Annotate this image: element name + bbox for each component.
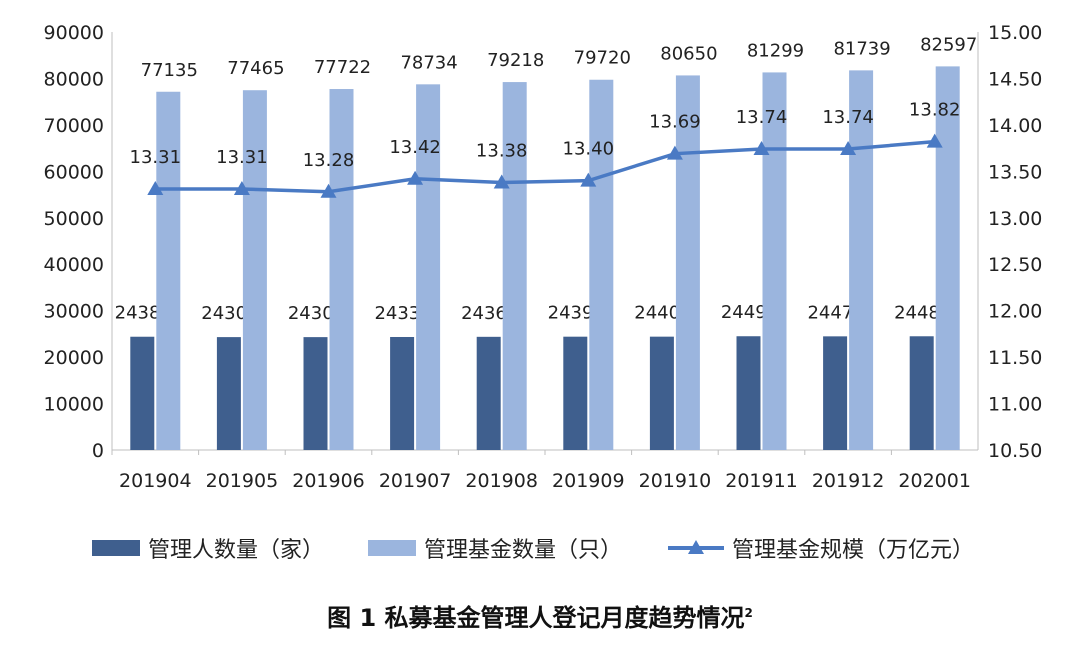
bar-funds xyxy=(329,89,354,451)
marker-scale xyxy=(840,141,857,156)
bar-funds xyxy=(935,66,960,451)
legend-triangle-marker xyxy=(688,540,704,554)
figure-caption-text: 图 1 私募基金管理人登记月度趋势情况 xyxy=(327,604,745,632)
legend-item-scale: 管理基金规模（万亿元） xyxy=(668,528,974,568)
x-tick-label: 201906 xyxy=(292,470,365,492)
bar-managers xyxy=(736,336,761,450)
y-right-tick-label: 15.00 xyxy=(988,22,1042,44)
marker-scale xyxy=(926,133,943,148)
bar-managers xyxy=(130,336,155,450)
bar-funds xyxy=(762,72,787,450)
bar-funds xyxy=(416,84,441,450)
bar-funds xyxy=(849,70,874,451)
marker-scale xyxy=(580,172,597,187)
data-label-funds: 79720 xyxy=(574,48,631,69)
y-right-tick-label: 12.00 xyxy=(988,301,1042,323)
marker-scale xyxy=(493,174,510,189)
bar-managers xyxy=(563,336,588,450)
line-scale xyxy=(155,139,935,194)
legend-label-managers: 管理人数量（家） xyxy=(148,538,325,563)
y-left-tick-label: 10000 xyxy=(44,394,104,416)
y-left-tick-label: 60000 xyxy=(44,161,104,183)
marker-scale xyxy=(753,141,770,156)
data-label-scale: 13.74 xyxy=(822,107,874,128)
data-label-funds: 77722 xyxy=(314,57,371,78)
y-left-tick-label: 30000 xyxy=(44,301,104,323)
data-label-funds: 79218 xyxy=(487,50,544,71)
bar-managers xyxy=(476,336,501,450)
bar-managers xyxy=(649,336,674,450)
data-label-scale: 13.69 xyxy=(649,112,701,133)
legend-label-scale: 管理基金规模（万亿元） xyxy=(732,538,975,563)
data-label-funds: 81739 xyxy=(833,38,890,59)
y-left-tick-label: 50000 xyxy=(44,208,104,230)
data-label-funds: 82597 xyxy=(920,34,977,55)
y-right-tick-label: 13.00 xyxy=(988,208,1042,230)
x-tick-label: 201911 xyxy=(725,470,798,492)
data-label-scale: 13.82 xyxy=(909,100,961,121)
marker-scale xyxy=(666,145,683,160)
bar-funds xyxy=(242,90,267,450)
data-label-funds: 77135 xyxy=(141,60,198,81)
y-right-tick-label: 12.50 xyxy=(988,254,1042,276)
legend-item-funds: 管理基金数量（只） xyxy=(368,528,622,568)
legend-swatch-funds xyxy=(368,540,416,556)
data-label-scale: 13.28 xyxy=(303,150,355,171)
y-left-tick-label: 90000 xyxy=(44,22,104,44)
data-label-scale: 13.74 xyxy=(736,107,788,128)
figure-caption: 图 1 私募基金管理人登记月度趋势情况2 xyxy=(0,598,1080,633)
y-left-tick-label: 20000 xyxy=(44,347,104,369)
data-label-scale: 13.38 xyxy=(476,140,528,161)
x-tick-label: 201905 xyxy=(206,470,279,492)
bar-funds xyxy=(502,82,527,450)
marker-scale xyxy=(233,180,250,195)
bar-funds xyxy=(589,79,614,451)
x-tick-label: 202001 xyxy=(898,470,971,492)
x-tick-label: 201910 xyxy=(639,470,712,492)
bar-funds xyxy=(675,75,700,451)
y-right-tick-label: 13.50 xyxy=(988,161,1042,183)
legend-item-managers: 管理人数量（家） xyxy=(92,528,324,568)
figure-caption-footnote: 2 xyxy=(744,606,753,620)
y-right-tick-label: 10.50 xyxy=(988,440,1042,462)
data-label-scale: 13.42 xyxy=(389,137,441,158)
legend-swatch-managers xyxy=(92,540,140,556)
y-left-tick-label: 0 xyxy=(92,440,104,462)
data-label-funds: 81299 xyxy=(747,40,804,61)
legend-label-funds: 管理基金数量（只） xyxy=(424,538,623,563)
x-tick-label: 201904 xyxy=(119,470,192,492)
y-right-tick-label: 14.50 xyxy=(988,68,1042,90)
chart-legend: 管理人数量（家） 管理基金数量（只） 管理基金规模（万亿元） xyxy=(0,528,1080,568)
bar-managers xyxy=(216,337,241,450)
x-tick-label: 201908 xyxy=(465,470,538,492)
data-label-scale: 13.40 xyxy=(563,139,615,160)
y-left-tick-label: 70000 xyxy=(44,115,104,137)
marker-scale xyxy=(320,183,337,198)
marker-scale xyxy=(407,170,424,185)
bar-managers xyxy=(303,337,328,450)
y-right-tick-label: 11.00 xyxy=(988,394,1042,416)
x-tick-label: 201907 xyxy=(379,470,452,492)
bar-funds xyxy=(156,91,181,450)
y-right-tick-label: 11.50 xyxy=(988,347,1042,369)
data-label-funds: 77465 xyxy=(227,58,284,79)
data-label-funds: 78734 xyxy=(400,52,457,73)
y-right-tick-label: 14.00 xyxy=(988,115,1042,137)
data-label-funds: 80650 xyxy=(660,43,717,64)
data-label-scale: 13.31 xyxy=(216,147,268,168)
data-label-scale: 13.31 xyxy=(130,147,182,168)
marker-scale xyxy=(147,180,164,195)
x-tick-label: 201909 xyxy=(552,470,625,492)
bar-managers xyxy=(390,336,415,450)
x-tick-label: 201912 xyxy=(812,470,885,492)
combo-chart: 0 10000 20000 30000 40000 50000 60000 70000 8000… xyxy=(44,22,1043,492)
legend-swatch-scale xyxy=(668,538,724,558)
bar-managers xyxy=(909,336,934,450)
bar-managers xyxy=(823,336,848,450)
y-left-tick-label: 40000 xyxy=(44,254,104,276)
y-left-tick-label: 80000 xyxy=(44,68,104,90)
